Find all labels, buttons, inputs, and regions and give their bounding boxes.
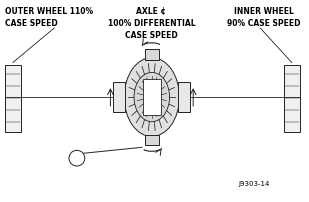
Text: 1: 1 [74,154,80,163]
Circle shape [69,150,85,166]
Bar [284,65,300,132]
Bar [5,65,21,132]
Text: J9303-14: J9303-14 [239,180,270,186]
Bar [145,49,159,60]
Text: AXLE ¢: AXLE ¢ [136,7,166,16]
Bar [143,80,161,115]
Bar [178,83,190,112]
Ellipse shape [124,58,180,137]
Text: 100% DIFFERENTIAL
CASE SPEED: 100% DIFFERENTIAL CASE SPEED [108,19,196,40]
Ellipse shape [134,73,170,122]
Bar [145,135,159,146]
Text: INNER WHEEL
90% CASE SPEED: INNER WHEEL 90% CASE SPEED [227,7,301,28]
Bar [113,83,125,112]
Text: OUTER WHEEL 110%
CASE SPEED: OUTER WHEEL 110% CASE SPEED [5,7,93,28]
